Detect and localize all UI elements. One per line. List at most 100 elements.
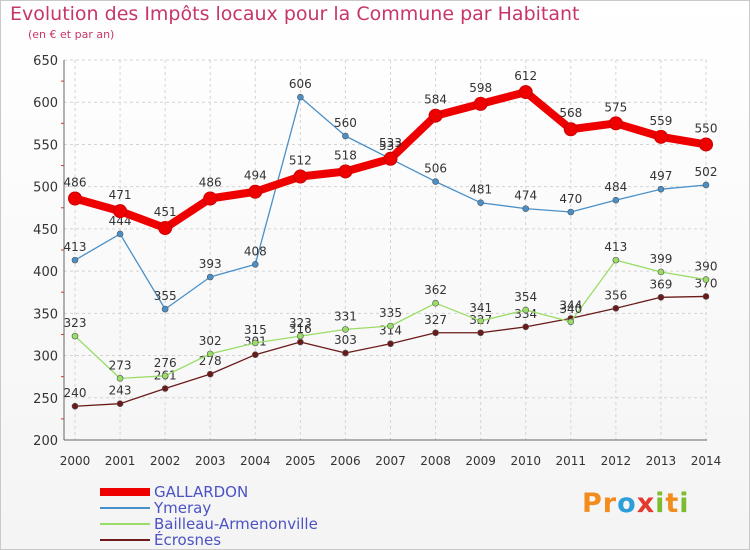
- data-point: [68, 191, 82, 206]
- data-point: [383, 151, 398, 166]
- x-tick-label: 2008: [420, 454, 451, 468]
- data-label: 370: [695, 276, 718, 290]
- data-label: 512: [289, 154, 312, 168]
- data-point: [432, 299, 439, 307]
- data-label: 393: [199, 257, 222, 271]
- data-label: 355: [154, 289, 177, 303]
- data-point: [206, 350, 214, 358]
- data-point: [563, 122, 578, 137]
- data-label: 278: [199, 354, 222, 368]
- data-label: 598: [469, 81, 492, 95]
- data-label: 502: [695, 165, 718, 179]
- legend-swatch: [100, 539, 150, 541]
- data-point: [342, 349, 349, 357]
- logo-letter: o: [617, 488, 637, 519]
- logo-letter: i: [679, 488, 690, 519]
- data-label: 362: [424, 283, 447, 297]
- data-label: 316: [289, 322, 312, 336]
- y-tick-label: 650: [33, 54, 58, 69]
- data-label: 451: [154, 205, 177, 219]
- data-point: [522, 323, 530, 331]
- data-point: [161, 305, 169, 313]
- data-label: 606: [289, 77, 312, 91]
- legend-swatch: [100, 523, 150, 525]
- data-label: 497: [649, 169, 672, 183]
- data-label: 369: [649, 277, 672, 291]
- data-point: [387, 340, 394, 348]
- data-point: [116, 375, 124, 382]
- data-point: [657, 293, 665, 301]
- data-label: 471: [109, 188, 132, 202]
- data-point: [702, 293, 710, 300]
- data-label: 240: [64, 386, 87, 400]
- x-tick-label: 2003: [195, 454, 226, 468]
- legend-item: Bailleau-Armenonville: [100, 516, 360, 532]
- data-point: [297, 332, 304, 340]
- data-label: 335: [379, 306, 402, 320]
- data-point: [522, 205, 530, 212]
- data-point: [342, 132, 349, 140]
- data-label: 584: [424, 93, 447, 107]
- y-tick-label: 500: [33, 181, 58, 196]
- x-tick-label: 2013: [646, 454, 677, 468]
- data-label: 344: [559, 298, 582, 312]
- legend-label: Écrosnes: [154, 531, 222, 549]
- data-point: [522, 306, 530, 314]
- data-label: 354: [514, 290, 537, 304]
- data-label: 550: [695, 121, 718, 135]
- y-tick-label: 200: [33, 434, 58, 449]
- logo-letter: x: [636, 488, 656, 519]
- x-tick-label: 2000: [60, 454, 91, 468]
- data-label: 327: [424, 313, 447, 327]
- y-tick-label: 300: [33, 350, 58, 365]
- data-point: [342, 326, 349, 333]
- legend-label: GALLARDON: [154, 483, 249, 501]
- data-point: [251, 339, 259, 347]
- x-tick-label: 2001: [105, 454, 136, 468]
- data-point: [251, 261, 259, 268]
- data-label: 494: [244, 169, 267, 183]
- x-tick-label: 2006: [330, 454, 361, 468]
- y-tick-label: 400: [33, 265, 58, 280]
- chart-title: Evolution des Impôts locaux pour la Comm…: [10, 3, 580, 25]
- data-point: [158, 221, 173, 236]
- logo-letter: t: [665, 488, 680, 519]
- data-point: [387, 322, 394, 330]
- data-point: [297, 338, 304, 346]
- proxiti-logo: Proxiti: [582, 488, 690, 519]
- data-label: 408: [244, 244, 267, 258]
- data-label: 470: [559, 192, 582, 206]
- data-point: [608, 116, 623, 131]
- data-point: [161, 372, 169, 380]
- data-point: [567, 318, 575, 326]
- data-point: [338, 164, 353, 179]
- data-point: [612, 304, 620, 312]
- data-label: 341: [469, 301, 492, 315]
- data-label: 518: [334, 148, 357, 162]
- data-point: [116, 400, 124, 407]
- data-label: 575: [604, 100, 627, 114]
- legend-item: Écrosnes: [100, 532, 360, 548]
- data-point: [473, 96, 488, 111]
- y-tick-label: 250: [33, 392, 58, 407]
- data-point: [657, 268, 665, 276]
- data-point: [206, 370, 214, 378]
- data-point: [293, 169, 308, 184]
- x-tick-label: 2012: [601, 454, 632, 468]
- data-label: 481: [469, 183, 492, 197]
- data-label: 413: [604, 240, 627, 254]
- data-point: [206, 273, 214, 281]
- data-label: 273: [109, 358, 132, 372]
- x-tick-label: 2011: [556, 454, 587, 468]
- x-tick-label: 2014: [691, 454, 722, 468]
- data-label: 568: [559, 106, 582, 120]
- logo-letter: r: [602, 488, 618, 519]
- legend-label: Ymeray: [154, 499, 212, 517]
- data-point: [251, 351, 259, 359]
- y-tick-label: 600: [33, 96, 58, 111]
- data-label: 356: [604, 288, 627, 302]
- data-point: [702, 276, 710, 283]
- data-point: [297, 93, 304, 101]
